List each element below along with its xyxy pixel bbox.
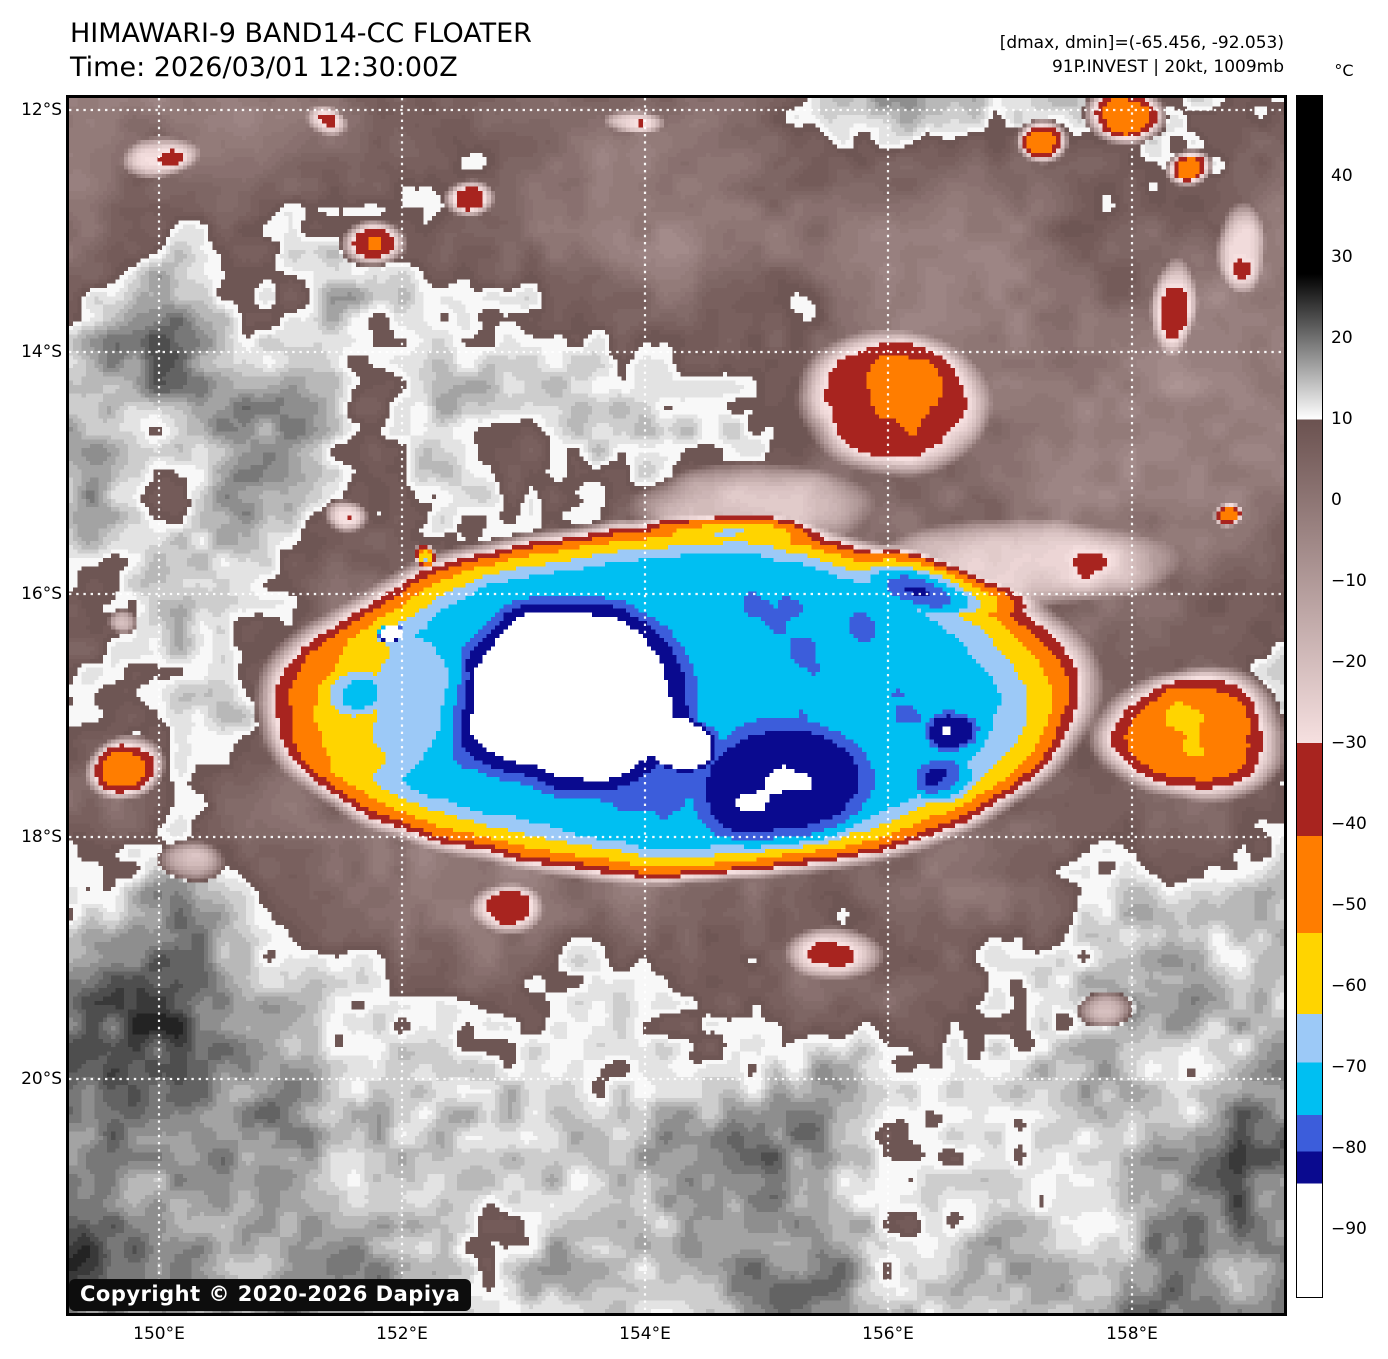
- lon-tick-label: 156°E: [862, 1324, 914, 1344]
- colorbar-tick-label: −70: [1331, 1057, 1367, 1078]
- colorbar-tick-label: 40: [1331, 166, 1353, 186]
- colorbar-tick-label: −50: [1331, 895, 1367, 916]
- lon-tick-label: 154°E: [619, 1324, 671, 1344]
- colorbar-tick-label: −30: [1331, 733, 1367, 754]
- lat-tick-label: 12°S: [21, 100, 62, 120]
- colorbar-tick-label: 0: [1331, 490, 1342, 511]
- lat-tick-label: 18°S: [21, 827, 62, 847]
- annotation-dmax-dmin: [dmax, dmin]=(-65.456, -92.053): [999, 33, 1284, 53]
- colorbar-tick-label: −40: [1331, 814, 1367, 835]
- copyright-badge: Copyright © 2020-2026 Dapiya: [69, 1279, 472, 1311]
- lat-tick-label: 14°S: [21, 342, 62, 362]
- colorbar-tick-label: 30: [1331, 247, 1353, 268]
- lat-tick-label: 16°S: [21, 584, 62, 604]
- graticule-overlay: [69, 98, 1284, 1313]
- colorbar-tick-label: −20: [1331, 652, 1367, 673]
- colorbar: [1296, 95, 1323, 1298]
- lon-tick-label: 158°E: [1106, 1324, 1158, 1344]
- colorbar-tick-label: −80: [1331, 1138, 1367, 1159]
- annotation-storm-info: 91P.INVEST | 20kt, 1009mb: [1051, 57, 1284, 77]
- colorbar-tick-label: 10: [1331, 409, 1353, 430]
- satellite-imagery-canvas: [69, 98, 1284, 1313]
- satellite-map: Copyright © 2020-2026 Dapiya: [66, 95, 1287, 1316]
- colorbar-tick-label: −90: [1331, 1219, 1367, 1240]
- colorbar-unit-label: °C: [1334, 61, 1354, 80]
- chart-title: HIMAWARI-9 BAND14-CC FLOATER: [70, 18, 532, 49]
- lat-tick-label: 20°S: [21, 1069, 62, 1089]
- colorbar-tick-label: −10: [1331, 571, 1367, 592]
- colorbar-tick-label: −60: [1331, 976, 1367, 997]
- header-annotations: [dmax, dmin]=(-65.456, -92.053) 91P.INVE…: [1000, 31, 1284, 79]
- chart-subtitle: Time: 2026/03/01 12:30:00Z: [70, 52, 458, 83]
- colorbar-tick-label: 20: [1331, 328, 1353, 349]
- lon-tick-label: 150°E: [133, 1324, 185, 1344]
- lon-tick-label: 152°E: [376, 1324, 428, 1344]
